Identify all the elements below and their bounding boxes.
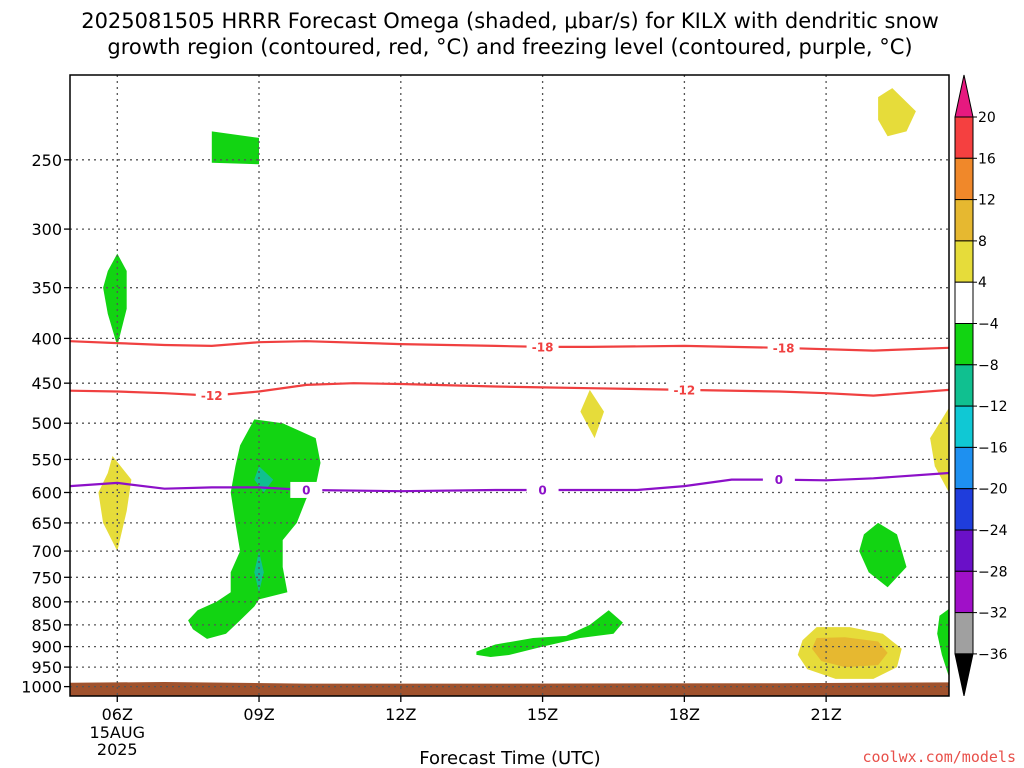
- contour-label-m18-1: -18: [773, 341, 795, 355]
- contour-label-0-2: 0: [775, 473, 783, 487]
- contour-line-m18: [69, 340, 950, 352]
- colorbar-swatch-11: [954, 529, 974, 572]
- colorbar-swatch-1: [954, 116, 974, 159]
- x-tick-sublabel-6-0: 15AUG: [90, 723, 145, 742]
- contour-label-bg-m18-0: [526, 338, 559, 355]
- contour-label-bg-m12-0: [195, 387, 228, 404]
- omega-region-1: [103, 253, 127, 346]
- contour-line-m12: [69, 382, 950, 397]
- grid-layer: [70, 75, 949, 696]
- y-tick-label-450: 450: [31, 374, 62, 393]
- y-tick-label-600: 600: [31, 483, 62, 502]
- x-tick-label-21: 21Z: [810, 705, 841, 724]
- x-tick-sublabel-6-1: 2025: [97, 740, 138, 759]
- x-tick-label-18: 18Z: [669, 705, 700, 724]
- plot-background: [70, 75, 949, 696]
- y-tick-label-300: 300: [31, 220, 62, 239]
- x-axis-label: Forecast Time (UTC): [419, 748, 600, 768]
- colorbar-swatch-8: [954, 405, 974, 448]
- colorbar-label-6: −8: [978, 358, 999, 374]
- x-tick-label-6: 06Z: [102, 705, 133, 724]
- contour-layer: -18 -18 -12 -12 0 0 0: [69, 338, 950, 498]
- omega-region-13: [812, 637, 888, 668]
- contour-label-bg-m12-1: [668, 381, 701, 398]
- colorbar-label-10: −24: [978, 523, 1008, 539]
- omega-region-2: [188, 419, 321, 639]
- omega-region-11: [930, 407, 949, 493]
- y-tick-label-800: 800: [31, 593, 62, 612]
- y-tick-label-650: 650: [31, 514, 62, 533]
- omega-region-7: [937, 608, 949, 677]
- colorbar-swatch-12: [954, 570, 974, 614]
- colorbar-label-0: 20: [978, 110, 996, 126]
- chart-title-line2: growth region (contoured, red, °C) and f…: [107, 35, 912, 59]
- contour-label-bg-m18-1: [767, 339, 800, 356]
- contour-label-m12-0: -12: [201, 389, 223, 403]
- omega-region-4: [254, 551, 264, 593]
- y-axis: 250 300 350 400 450 500 550 600 650 700 750 800 850 9…: [21, 151, 70, 697]
- contour-label-m18-0: -18: [532, 340, 554, 354]
- y-tick-label-1000: 1000: [21, 678, 62, 697]
- contour-label-0-1: 0: [538, 483, 546, 497]
- colorbar-swatch-10: [954, 488, 974, 531]
- colorbar-swatch-13: [954, 612, 974, 655]
- colorbar-label-9: −20: [978, 482, 1008, 498]
- colorbar-label-11: −28: [978, 564, 1008, 580]
- colorbar: 20 16 12 8 4 −4 −8 −12 −16 −20 −24 −28 −32 −36: [954, 74, 1008, 697]
- terrain-fill: [70, 682, 949, 696]
- colorbar-label-12: −32: [978, 606, 1008, 622]
- plot-area: -18 -18 -12 -12 0 0 0: [69, 74, 950, 697]
- omega-region-10: [580, 389, 604, 439]
- contour-line-0: [69, 471, 950, 493]
- colorbar-label-8: −16: [978, 440, 1008, 456]
- y-tick-label-400: 400: [31, 329, 62, 348]
- y-tick-label-700: 700: [31, 542, 62, 561]
- contour-label-0-0: 0: [302, 483, 310, 497]
- y-tick-label-500: 500: [31, 414, 62, 433]
- terrain-layer: [70, 682, 949, 696]
- contour-label-bg-0-0: [290, 481, 323, 498]
- y-tick-label-750: 750: [31, 568, 62, 587]
- chart-title-line1: 2025081505 HRRR Forecast Omega (shaded, …: [81, 9, 939, 33]
- contour-label-m12-1: -12: [674, 383, 696, 397]
- colorbar-top-arrow: [954, 74, 974, 118]
- y-tick-label-850: 850: [31, 616, 62, 635]
- site-credit: coolwx.com/models: [862, 748, 1016, 766]
- colorbar-swatch-2: [954, 157, 974, 201]
- colorbar-label-5: −4: [978, 317, 999, 333]
- omega-region-8: [878, 88, 916, 137]
- omega-region-5: [476, 610, 623, 657]
- omega-shading-layer: [98, 88, 949, 679]
- plot-frame: [69, 74, 950, 697]
- contour-label-bg-0-1: [526, 481, 559, 498]
- y-tick-label-550: 550: [31, 450, 62, 469]
- colorbar-swatch-7: [954, 364, 974, 407]
- colorbar-label-1: 16: [978, 151, 996, 167]
- x-tick-label-15: 15Z: [527, 705, 558, 724]
- colorbar-label-2: 12: [978, 193, 996, 209]
- y-tick-label-950: 950: [31, 658, 62, 677]
- contour-label-bg-0-2: [762, 471, 795, 488]
- y-tick-label-350: 350: [31, 279, 62, 298]
- colorbar-swatch-9: [954, 446, 974, 490]
- x-tick-label-12: 12Z: [385, 705, 416, 724]
- y-tick-label-900: 900: [31, 638, 62, 657]
- omega-region-6: [859, 522, 907, 588]
- colorbar-swatch-4: [954, 240, 974, 283]
- colorbar-label-7: −12: [978, 399, 1008, 415]
- colorbar-swatch-6: [954, 323, 974, 366]
- omega-region-0: [211, 131, 259, 165]
- y-tick-label-250: 250: [31, 151, 62, 170]
- colorbar-label-13: −36: [978, 647, 1008, 663]
- colorbar-label-4: 4: [978, 275, 987, 291]
- colorbar-swatch-5: [954, 281, 974, 325]
- colorbar-label-3: 8: [978, 234, 987, 250]
- x-tick-label-9: 09Z: [243, 705, 274, 724]
- omega-region-9: [98, 456, 132, 552]
- colorbar-swatch-3: [954, 199, 974, 242]
- colorbar-bottom-arrow: [954, 653, 974, 697]
